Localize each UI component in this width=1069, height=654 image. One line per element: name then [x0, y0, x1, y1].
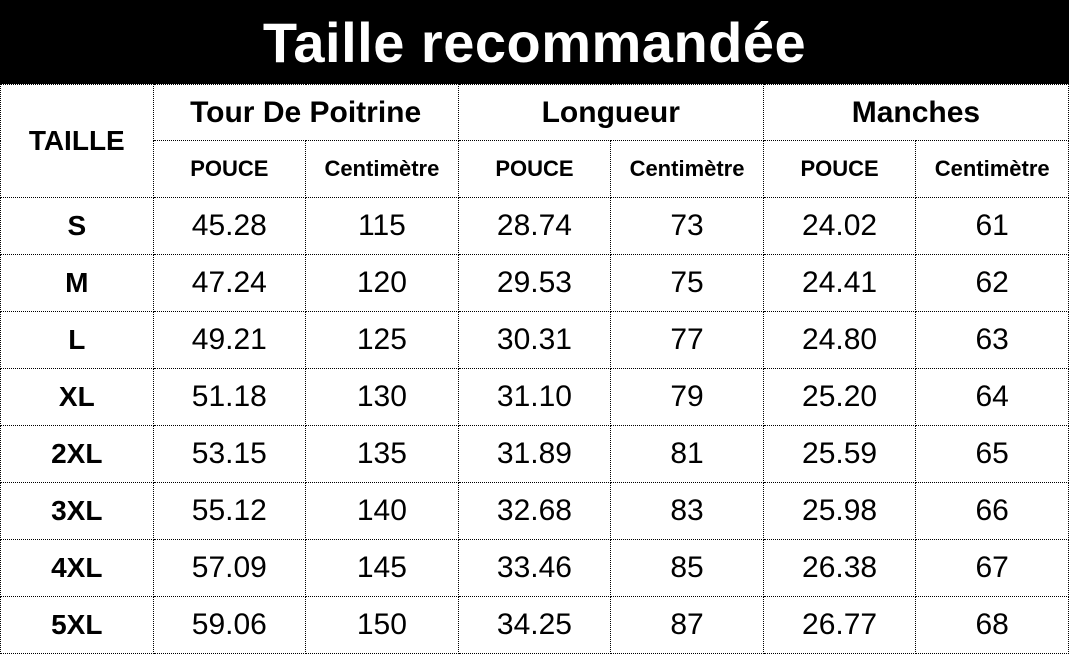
value-cell: 150 — [305, 596, 459, 654]
value-cell: 64 — [915, 368, 1069, 426]
value-cell: 73 — [610, 197, 764, 255]
table-row: XL 51.18 130 31.10 79 25.20 64 — [0, 368, 1069, 426]
value-cell: 85 — [610, 539, 764, 597]
value-cell: 75 — [610, 254, 764, 312]
value-cell: 49.21 — [152, 311, 307, 369]
value-cell: 53.15 — [152, 425, 307, 483]
sub-header-chest-pouce: POUCE — [152, 140, 307, 198]
sub-header-chest-cm: Centimètre — [305, 140, 459, 198]
size-chart-table: TAILLE Tour De Poitrine Longueur Manches… — [0, 84, 1069, 654]
value-cell: 30.31 — [457, 311, 612, 369]
value-cell: 115 — [305, 197, 459, 255]
table-row: 2XL 53.15 135 31.89 81 25.59 65 — [0, 425, 1069, 483]
group-header-sleeves: Manches — [762, 84, 1069, 141]
corner-header-taille: TAILLE — [0, 84, 154, 198]
value-cell: 120 — [305, 254, 459, 312]
size-chart-body: S 45.28 115 28.74 73 24.02 61 M 47.24 12… — [0, 197, 1069, 654]
sub-header-sleeves-pouce: POUCE — [762, 140, 917, 198]
value-cell: 33.46 — [457, 539, 612, 597]
value-cell: 135 — [305, 425, 459, 483]
value-cell: 81 — [610, 425, 764, 483]
group-header-chest: Tour De Poitrine — [152, 84, 459, 141]
value-cell: 55.12 — [152, 482, 307, 540]
table-row: 3XL 55.12 140 32.68 83 25.98 66 — [0, 482, 1069, 540]
value-cell: 67 — [915, 539, 1069, 597]
page-title-text: Taille recommandée — [262, 10, 807, 74]
value-cell: 32.68 — [457, 482, 612, 540]
value-cell: 68 — [915, 596, 1069, 654]
group-header-length: Longueur — [457, 84, 764, 141]
value-cell: 61 — [915, 197, 1069, 255]
size-cell: L — [0, 311, 154, 369]
value-cell: 34.25 — [457, 596, 612, 654]
sub-header-length-cm: Centimètre — [610, 140, 764, 198]
value-cell: 26.77 — [762, 596, 917, 654]
value-cell: 130 — [305, 368, 459, 426]
value-cell: 24.02 — [762, 197, 917, 255]
value-cell: 24.80 — [762, 311, 917, 369]
value-cell: 31.89 — [457, 425, 612, 483]
size-cell: 4XL — [0, 539, 154, 597]
value-cell: 28.74 — [457, 197, 612, 255]
value-cell: 57.09 — [152, 539, 307, 597]
value-cell: 65 — [915, 425, 1069, 483]
size-cell: 2XL — [0, 425, 154, 483]
value-cell: 59.06 — [152, 596, 307, 654]
value-cell: 25.98 — [762, 482, 917, 540]
size-cell: S — [0, 197, 154, 255]
value-cell: 63 — [915, 311, 1069, 369]
value-cell: 79 — [610, 368, 764, 426]
size-cell: M — [0, 254, 154, 312]
value-cell: 77 — [610, 311, 764, 369]
value-cell: 26.38 — [762, 539, 917, 597]
table-row: 5XL 59.06 150 34.25 87 26.77 68 — [0, 596, 1069, 654]
table-row: M 47.24 120 29.53 75 24.41 62 — [0, 254, 1069, 312]
value-cell: 25.20 — [762, 368, 917, 426]
group-header-row: TAILLE Tour De Poitrine Longueur Manches — [0, 84, 1069, 198]
page-title: Taille recommandée — [0, 0, 1069, 84]
value-cell: 31.10 — [457, 368, 612, 426]
sub-header-sleeves-cm: Centimètre — [915, 140, 1069, 198]
value-cell: 66 — [915, 482, 1069, 540]
table-row: 4XL 57.09 145 33.46 85 26.38 67 — [0, 539, 1069, 597]
value-cell: 145 — [305, 539, 459, 597]
size-chart-header: TAILLE Tour De Poitrine Longueur Manches… — [0, 84, 1069, 198]
value-cell: 29.53 — [457, 254, 612, 312]
sub-header-length-pouce: POUCE — [457, 140, 612, 198]
size-cell: 3XL — [0, 482, 154, 540]
sub-header-row: POUCE Centimètre POUCE Centimètre POUCE … — [1, 140, 1069, 198]
value-cell: 125 — [305, 311, 459, 369]
size-cell: 5XL — [0, 596, 154, 654]
value-cell: 83 — [610, 482, 764, 540]
value-cell: 51.18 — [152, 368, 307, 426]
value-cell: 25.59 — [762, 425, 917, 483]
value-cell: 47.24 — [152, 254, 307, 312]
value-cell: 140 — [305, 482, 459, 540]
value-cell: 24.41 — [762, 254, 917, 312]
value-cell: 62 — [915, 254, 1069, 312]
value-cell: 45.28 — [152, 197, 307, 255]
table-row: S 45.28 115 28.74 73 24.02 61 — [0, 197, 1069, 255]
table-row: L 49.21 125 30.31 77 24.80 63 — [0, 311, 1069, 369]
size-cell: XL — [0, 368, 154, 426]
value-cell: 87 — [610, 596, 764, 654]
